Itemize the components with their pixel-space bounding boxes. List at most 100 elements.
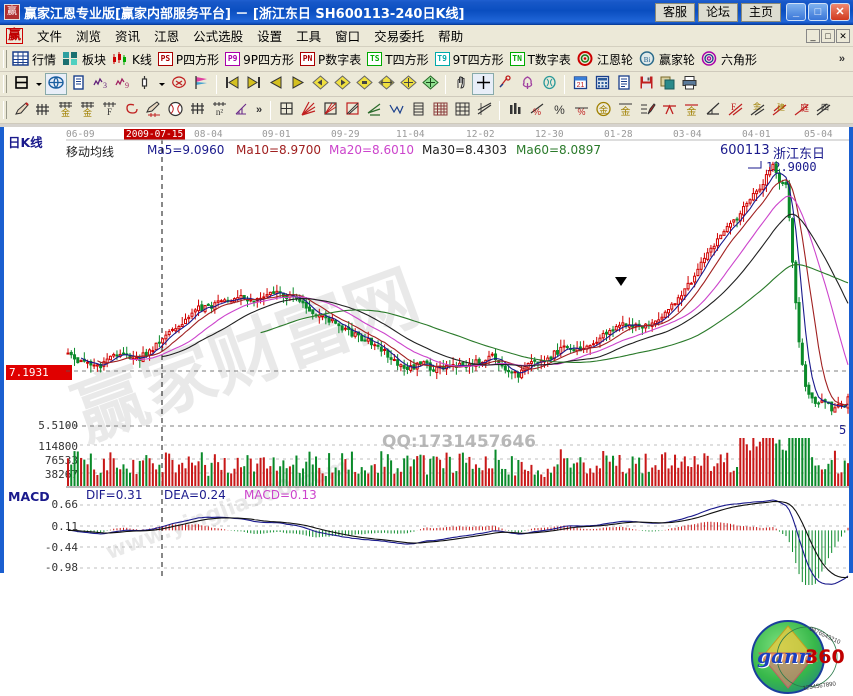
pan-button[interactable] xyxy=(451,74,471,94)
calculator-button[interactable] xyxy=(592,74,612,94)
candle-button[interactable] xyxy=(134,74,154,94)
menu-item-window[interactable]: 窗口 xyxy=(335,29,361,44)
ink-button[interactable] xyxy=(637,100,657,120)
toolbar-button-sector[interactable]: 板块 xyxy=(60,50,110,69)
four-slope-button[interactable]: 四 xyxy=(813,100,833,120)
cross-button[interactable] xyxy=(398,74,418,94)
expand-button[interactable] xyxy=(376,74,396,94)
angle-button[interactable] xyxy=(231,100,251,120)
toolbar-overflow-chevron[interactable]: » xyxy=(838,53,845,65)
macd-svg-canvas[interactable] xyxy=(4,485,853,585)
menu-item-trade[interactable]: 交易委托 xyxy=(374,29,425,44)
toolbar-button-kline[interactable]: K线 xyxy=(110,50,156,69)
scroll-right-button[interactable] xyxy=(332,74,352,94)
mdi-close-button[interactable]: ✕ xyxy=(836,28,850,43)
angle-lines-button[interactable] xyxy=(364,100,384,120)
grid-dense2-button[interactable] xyxy=(452,100,472,120)
arrow-red-button[interactable] xyxy=(659,100,679,120)
toolbar-button-gann-wheel[interactable]: 江恩轮 xyxy=(575,50,637,69)
report-button[interactable] xyxy=(68,74,88,94)
menu-item-news[interactable]: 资讯 xyxy=(115,29,141,44)
baseball-button[interactable] xyxy=(165,100,185,120)
angle-up-button[interactable] xyxy=(703,100,723,120)
close-button[interactable]: ✕ xyxy=(830,3,850,21)
gold-line-button[interactable]: 金 xyxy=(681,100,701,120)
fan-red-button[interactable] xyxy=(298,100,318,120)
layout-button[interactable] xyxy=(11,74,31,94)
f-slope-button[interactable]: F xyxy=(725,100,745,120)
toolbar-button-hexagon[interactable]: 六角形 xyxy=(699,50,761,69)
layout-dropdown-button[interactable] xyxy=(33,74,44,94)
toolbar-button-9p-square[interactable]: P9 9P四方形 xyxy=(223,50,298,69)
step-button[interactable]: 建 xyxy=(769,100,789,120)
toolbar-button-p-square[interactable]: PS P四方形 xyxy=(156,50,223,69)
pen-tool-button[interactable] xyxy=(11,100,31,120)
copy-button[interactable] xyxy=(658,74,678,94)
net-button[interactable] xyxy=(45,73,67,95)
n2-grid-button[interactable]: n² xyxy=(209,100,229,120)
toolbar-button-t-number-table[interactable]: TN T数字表 xyxy=(508,50,575,69)
menu-item-file[interactable]: 文件 xyxy=(37,29,63,44)
last-page-button[interactable] xyxy=(244,74,264,94)
draw-overflow-chevron[interactable]: » xyxy=(256,104,263,116)
toolbar-button-winner-wheel[interactable]: Bi 赢家轮 xyxy=(637,50,699,69)
menu-item-tools[interactable]: 工具 xyxy=(296,29,322,44)
gold-bar-button[interactable]: 金 xyxy=(615,100,635,120)
toolbar-button-t-square[interactable]: TS T四方形 xyxy=(365,50,432,69)
candle-dropdown-button[interactable] xyxy=(156,74,167,94)
f-grid-button[interactable]: F xyxy=(99,100,119,120)
pen-grid-button[interactable] xyxy=(143,100,163,120)
menu-item-browse[interactable]: 浏览 xyxy=(76,29,102,44)
menu-item-gann[interactable]: 江恩 xyxy=(154,29,180,44)
scroll-left-button[interactable] xyxy=(310,74,330,94)
brain-button[interactable] xyxy=(539,74,559,94)
ladder-button[interactable] xyxy=(408,100,428,120)
mdi-minimize-button[interactable]: _ xyxy=(806,28,820,43)
gold-grid1-button[interactable]: 金 xyxy=(55,100,75,120)
move-button[interactable] xyxy=(420,74,440,94)
menu-item-settings[interactable]: 设置 xyxy=(257,29,283,44)
house-button[interactable]: 庭 xyxy=(791,100,811,120)
zigzag-button[interactable] xyxy=(386,100,406,120)
percent-line-button[interactable]: % xyxy=(571,100,591,120)
percent-button[interactable]: % xyxy=(549,100,569,120)
toolbar-button-p-number-table[interactable]: PN P数字表 xyxy=(298,50,365,69)
kline9-button[interactable]: 9 xyxy=(112,74,132,94)
center-button[interactable] xyxy=(354,74,374,94)
grid-dense-button[interactable] xyxy=(430,100,450,120)
box-hatch-button[interactable] xyxy=(320,100,340,120)
customer-service-link[interactable]: 客服 xyxy=(654,2,695,22)
menu-item-help[interactable]: 帮助 xyxy=(438,29,464,44)
forum-link[interactable]: 论坛 xyxy=(697,2,738,22)
flag-button[interactable] xyxy=(191,74,211,94)
kline-svg-canvas[interactable] xyxy=(4,127,853,573)
notes-button[interactable] xyxy=(614,74,634,94)
print-button[interactable] xyxy=(680,74,700,94)
percent-cross-button[interactable]: % xyxy=(527,100,547,120)
tree-button[interactable] xyxy=(517,74,537,94)
next-button[interactable] xyxy=(288,74,308,94)
minimize-button[interactable]: _ xyxy=(786,3,806,21)
gold-slope-button[interactable]: 金 xyxy=(747,100,767,120)
gold-circle-button[interactable]: 金 xyxy=(593,100,613,120)
kline3-button[interactable]: 3 xyxy=(90,74,110,94)
spiral-button[interactable] xyxy=(121,100,141,120)
toolbar-draw-grip[interactable] xyxy=(3,101,7,119)
mdi-restore-button[interactable]: □ xyxy=(821,28,835,43)
homepage-link[interactable]: 主页 xyxy=(740,2,781,22)
gold-grid2-button[interactable]: 金 xyxy=(77,100,97,120)
first-page-button[interactable] xyxy=(222,74,242,94)
toolbar-button-9t-square[interactable]: T9 9T四方形 xyxy=(433,50,508,69)
menu-item-formula-screen[interactable]: 公式选股 xyxy=(193,29,244,44)
box-grid-button[interactable] xyxy=(276,100,296,120)
prev-button[interactable] xyxy=(266,74,286,94)
grid-lines-button[interactable] xyxy=(187,100,207,120)
gann-fan-grid-button[interactable] xyxy=(33,100,53,120)
crosshair-button[interactable] xyxy=(472,73,494,95)
calendar-button[interactable]: 21 xyxy=(570,74,590,94)
slope-button[interactable] xyxy=(474,100,494,120)
toolbar-nav-grip[interactable] xyxy=(3,75,7,93)
bars-button[interactable] xyxy=(505,100,525,120)
toolbar-grip[interactable] xyxy=(3,50,7,68)
chart-area[interactable]: 赢家财富网 www.yingjia360.com 日K线 06-09 2009-… xyxy=(0,127,853,694)
